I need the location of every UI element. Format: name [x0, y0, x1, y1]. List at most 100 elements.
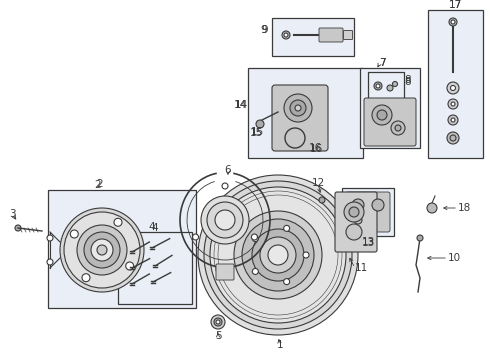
Circle shape	[251, 234, 257, 240]
Text: 4: 4	[148, 222, 155, 232]
Text: 2: 2	[95, 180, 101, 190]
Circle shape	[284, 279, 290, 285]
Circle shape	[284, 225, 290, 231]
Circle shape	[450, 135, 456, 141]
Circle shape	[391, 121, 405, 135]
Circle shape	[91, 239, 113, 261]
Circle shape	[47, 259, 53, 265]
Circle shape	[126, 262, 134, 270]
Circle shape	[447, 82, 459, 94]
Text: 8: 8	[405, 77, 411, 87]
Circle shape	[450, 85, 456, 90]
Text: 9: 9	[261, 25, 268, 35]
Circle shape	[319, 197, 325, 203]
Circle shape	[252, 229, 304, 281]
FancyBboxPatch shape	[343, 31, 352, 40]
Text: 10: 10	[448, 253, 461, 263]
Bar	[248, 68, 363, 158]
Circle shape	[451, 20, 455, 24]
Circle shape	[377, 110, 387, 120]
Bar	[428, 10, 483, 158]
Text: 11: 11	[355, 263, 368, 273]
Circle shape	[451, 118, 455, 122]
Circle shape	[211, 315, 225, 329]
Text: 2: 2	[97, 179, 103, 189]
Circle shape	[198, 175, 358, 335]
Circle shape	[193, 234, 198, 240]
Circle shape	[84, 232, 120, 268]
Text: 15: 15	[250, 127, 264, 137]
Circle shape	[284, 33, 288, 37]
Circle shape	[451, 102, 455, 106]
Circle shape	[417, 235, 423, 241]
Text: 16: 16	[308, 143, 321, 153]
Circle shape	[427, 203, 437, 213]
Circle shape	[207, 202, 243, 238]
Text: 17: 17	[448, 0, 462, 10]
Bar	[368, 72, 404, 102]
Circle shape	[252, 269, 258, 274]
Text: 17: 17	[448, 0, 462, 10]
Circle shape	[97, 245, 107, 255]
Circle shape	[290, 100, 306, 116]
Text: 9: 9	[262, 25, 269, 35]
FancyBboxPatch shape	[346, 192, 390, 232]
Circle shape	[354, 216, 362, 224]
FancyBboxPatch shape	[364, 98, 416, 146]
Circle shape	[252, 235, 258, 242]
Circle shape	[346, 224, 362, 240]
Circle shape	[303, 252, 309, 258]
Circle shape	[204, 181, 352, 329]
FancyBboxPatch shape	[319, 28, 343, 42]
Circle shape	[268, 245, 288, 265]
Text: 18: 18	[458, 203, 471, 213]
Circle shape	[392, 81, 397, 86]
Circle shape	[295, 105, 301, 111]
Circle shape	[114, 218, 122, 226]
Bar	[272, 18, 354, 56]
Circle shape	[82, 274, 90, 282]
Circle shape	[376, 84, 380, 88]
Circle shape	[395, 125, 401, 131]
Text: 3: 3	[9, 209, 15, 219]
Circle shape	[448, 99, 458, 109]
Text: 5: 5	[215, 331, 221, 341]
Text: 8: 8	[405, 75, 411, 85]
Text: 14: 14	[233, 100, 246, 110]
Circle shape	[374, 82, 382, 90]
Circle shape	[70, 230, 78, 238]
Bar	[342, 188, 394, 236]
Text: 13: 13	[362, 237, 375, 247]
Circle shape	[260, 237, 296, 273]
Text: 13: 13	[362, 238, 375, 248]
Circle shape	[372, 105, 392, 125]
FancyBboxPatch shape	[272, 85, 328, 151]
Circle shape	[256, 120, 264, 128]
Text: 16: 16	[309, 144, 322, 154]
Text: 1: 1	[277, 340, 283, 350]
Circle shape	[216, 320, 220, 324]
Text: 14: 14	[234, 100, 247, 110]
FancyBboxPatch shape	[216, 264, 234, 280]
Circle shape	[349, 207, 359, 217]
Circle shape	[201, 196, 249, 244]
Bar	[118, 232, 192, 304]
Circle shape	[214, 318, 222, 326]
Circle shape	[282, 31, 290, 39]
Circle shape	[372, 199, 384, 211]
Text: 6: 6	[225, 165, 231, 175]
Circle shape	[352, 199, 364, 211]
Bar	[360, 68, 420, 148]
Text: 4: 4	[152, 223, 158, 233]
Text: 12: 12	[311, 178, 325, 188]
Circle shape	[449, 18, 457, 26]
Circle shape	[222, 183, 228, 189]
Bar	[48, 190, 196, 308]
Circle shape	[448, 115, 458, 125]
Circle shape	[242, 219, 314, 291]
Circle shape	[215, 210, 235, 230]
Text: 7: 7	[379, 58, 385, 68]
Circle shape	[344, 202, 364, 222]
Circle shape	[47, 235, 53, 241]
Circle shape	[15, 225, 21, 231]
